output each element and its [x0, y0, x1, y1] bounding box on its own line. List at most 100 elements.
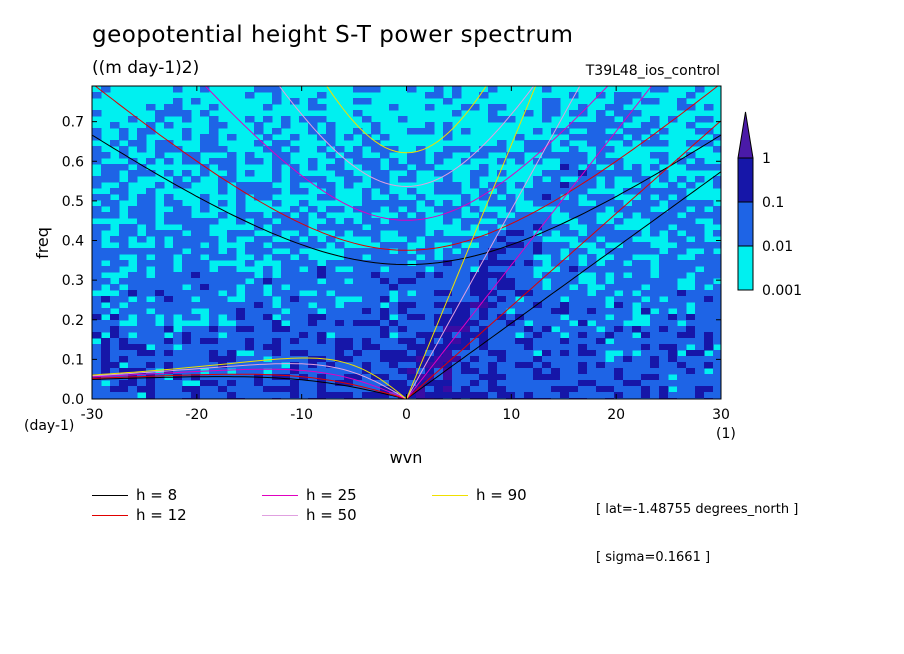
field-cell: [668, 320, 678, 327]
field-cell: [641, 374, 651, 381]
field-cell: [371, 374, 381, 381]
field-cell: [713, 230, 721, 237]
field-cell: [137, 362, 147, 369]
field-cell: [425, 254, 435, 261]
field-cell: [614, 272, 624, 279]
colorbar-extend: [737, 111, 754, 159]
field-cell: [425, 332, 435, 339]
field-cell: [704, 260, 714, 267]
field-cell: [614, 104, 624, 111]
field-cell: [695, 200, 705, 207]
field-cell: [623, 350, 633, 357]
field-cell: [623, 362, 633, 369]
field-cell: [407, 266, 417, 273]
field-cell: [542, 290, 552, 297]
field-cell: [254, 386, 264, 393]
field-cell: [497, 116, 507, 123]
field-cell: [686, 392, 696, 399]
field-cell: [308, 374, 318, 381]
field-cell: [506, 224, 516, 231]
field-cell: [677, 290, 687, 297]
field-cell: [461, 356, 471, 363]
field-cell: [119, 188, 129, 195]
field-cell: [605, 344, 615, 351]
field-cell: [479, 272, 489, 279]
field-cell: [569, 146, 579, 153]
field-cell: [524, 242, 534, 249]
field-cell: [344, 338, 354, 345]
field-cell: [380, 278, 390, 285]
field-cell: [452, 392, 462, 399]
field-cell: [506, 356, 516, 363]
field-cell: [389, 344, 399, 351]
field-cell: [407, 302, 417, 309]
field-cell: [488, 236, 498, 243]
field-cell: [272, 368, 282, 375]
field-cell: [695, 344, 705, 351]
field-cell: [614, 386, 624, 393]
field-cell: [551, 224, 561, 231]
field-cell: [398, 380, 408, 387]
field-cell: [389, 356, 399, 363]
field-cell: [695, 116, 705, 123]
field-cell: [443, 260, 453, 267]
field-cell: [398, 392, 408, 399]
field-cell: [614, 392, 624, 399]
field-cell: [308, 176, 318, 183]
field-cell: [686, 164, 696, 171]
field-cell: [299, 332, 309, 339]
field-cell: [92, 212, 102, 219]
field-cell: [200, 248, 210, 255]
field-cell: [155, 236, 165, 243]
field-cell: [515, 158, 525, 165]
field-cell: [623, 116, 633, 123]
field-cell: [272, 284, 282, 291]
field-cell: [101, 296, 111, 303]
field-cell: [146, 158, 156, 165]
field-cell: [371, 362, 381, 369]
field-cell: [362, 272, 372, 279]
field-cell: [119, 326, 129, 333]
field-cell: [416, 248, 426, 255]
field-cell: [614, 314, 624, 321]
field-cell: [182, 254, 192, 261]
field-cell: [695, 260, 705, 267]
field-cell: [290, 272, 300, 279]
field-cell: [443, 134, 453, 141]
field-cell: [596, 158, 606, 165]
field-cell: [470, 338, 480, 345]
field-cell: [461, 194, 471, 201]
field-cell: [632, 338, 642, 345]
field-cell: [542, 212, 552, 219]
field-cell: [614, 302, 624, 309]
rossby-curve: [92, 357, 407, 399]
field-cell: [101, 320, 111, 327]
field-cell: [632, 110, 642, 117]
field-cell: [587, 392, 597, 399]
field-cell: [452, 356, 462, 363]
field-cell: [677, 272, 687, 279]
field-cell: [200, 140, 210, 147]
field-cell: [560, 284, 570, 291]
field-cell: [452, 326, 462, 333]
field-cell: [245, 212, 255, 219]
field-cell: [254, 212, 264, 219]
field-cell: [479, 296, 489, 303]
field-cell: [515, 392, 525, 399]
field-cell: [389, 158, 399, 165]
field-cell: [587, 314, 597, 321]
field-cell: [605, 158, 615, 165]
field-cell: [596, 92, 606, 99]
field-cell: [515, 152, 525, 159]
field-cell: [596, 206, 606, 213]
field-cell: [380, 290, 390, 297]
field-cell: [317, 296, 327, 303]
field-cell: [497, 272, 507, 279]
field-cell: [398, 164, 408, 171]
field-cell: [596, 350, 606, 357]
field-cell: [551, 248, 561, 255]
field-cell: [344, 380, 354, 387]
field-cell: [515, 134, 525, 141]
field-cell: [623, 110, 633, 117]
